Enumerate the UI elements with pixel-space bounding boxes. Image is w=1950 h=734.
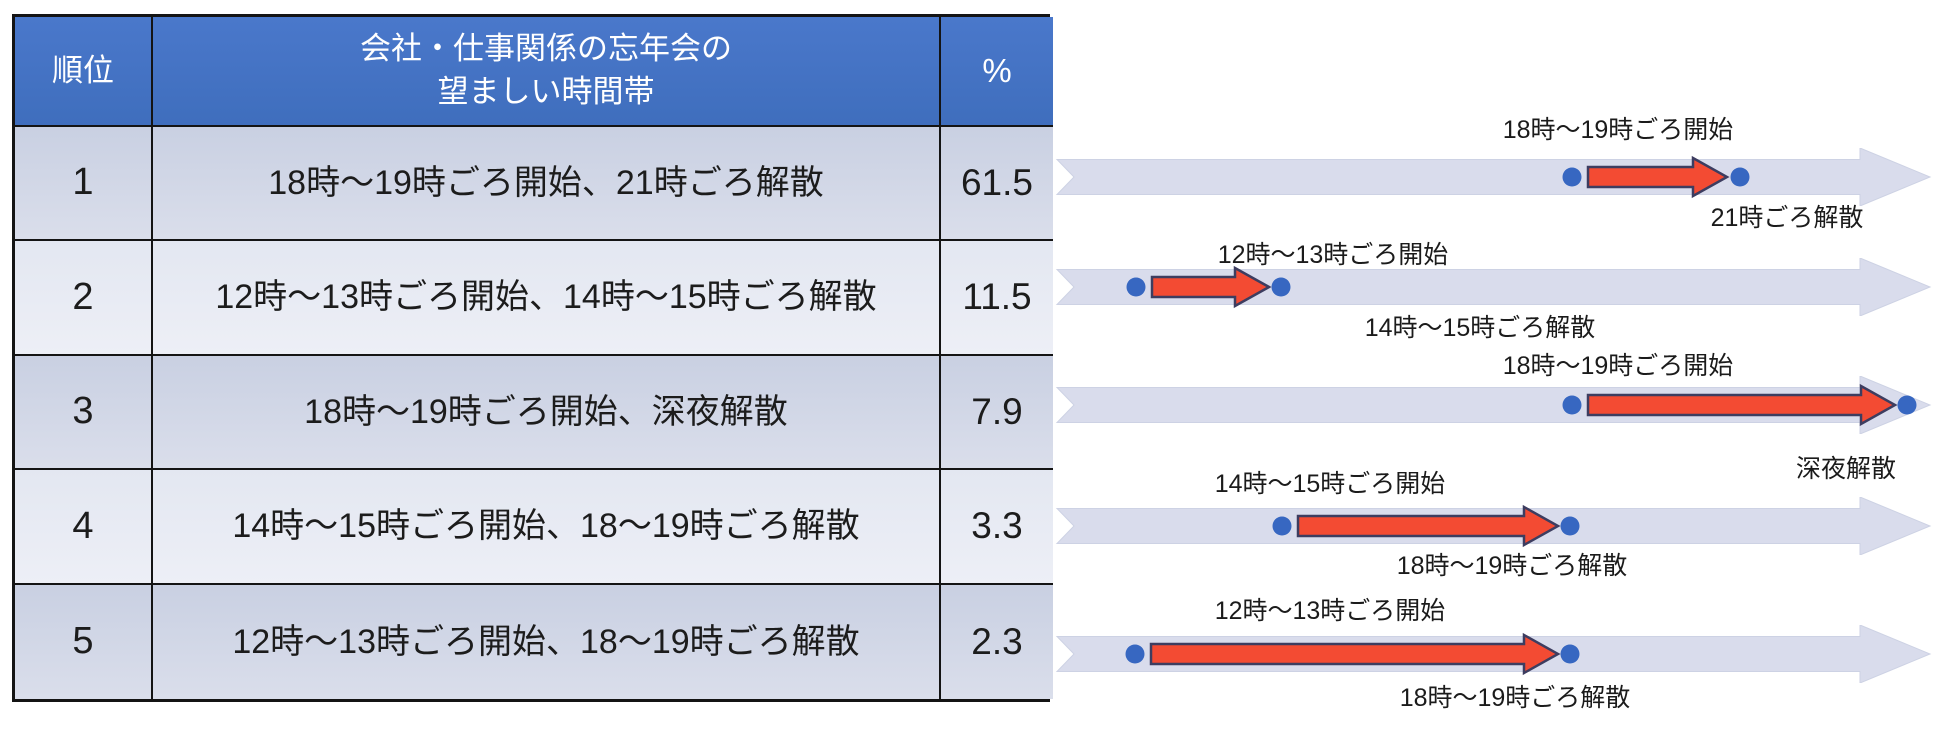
- header-timeslot-label: 会社・仕事関係の忘年会の 望ましい時間帯: [360, 30, 732, 112]
- timeline-5-graphic: [1055, 625, 1932, 683]
- timeline-1-start-label: 18時〜19時ごろ開始: [1502, 116, 1734, 144]
- timeline-4: [1050, 497, 1940, 555]
- start-marker-dot: [1272, 516, 1292, 536]
- timeline-3-start-label: 18時〜19時ごろ開始: [1502, 352, 1734, 380]
- header-cell-timeslot: 会社・仕事関係の忘年会の 望ましい時間帯: [153, 17, 941, 127]
- table-row-1-rank: 1: [15, 127, 153, 242]
- timeline-1: [1050, 148, 1940, 206]
- end-marker-dot: [1560, 516, 1580, 536]
- ranking-table: 順位 会社・仕事関係の忘年会の 望ましい時間帯 % 1 18時〜19時ごろ開始、…: [12, 14, 1053, 702]
- end-marker-dot: [1560, 644, 1580, 664]
- timeline-3-graphic: [1055, 376, 1932, 434]
- timeline-axis-arrow: [1055, 376, 1932, 434]
- timeline-1-graphic: [1055, 148, 1932, 206]
- table-row-2-rank: 2: [15, 241, 153, 356]
- header-rank-label: 順位: [52, 52, 114, 88]
- start-marker-dot: [1562, 167, 1582, 187]
- duration-arrow: [1586, 155, 1730, 199]
- table-row-3-percent: 7.9: [941, 355, 1053, 471]
- start-marker-dot: [1125, 644, 1145, 664]
- timeline-1-end-label: 21時ごろ解散: [1710, 204, 1864, 232]
- end-marker-dot: [1271, 277, 1291, 297]
- table-row-5-rank: 5: [15, 584, 153, 699]
- timeline-3: [1050, 376, 1940, 434]
- duration-arrow: [1150, 265, 1272, 309]
- header-cell-rank: 順位: [15, 17, 153, 127]
- table-row-3-rank: 3: [15, 355, 153, 471]
- header-percent-label: %: [982, 52, 1012, 90]
- table-row-1-timeslot: 18時〜19時ごろ開始、21時ごろ解散: [153, 127, 941, 242]
- timeline-axis-arrow: [1055, 258, 1932, 316]
- timeline-4-start-label: 14時〜15時ごろ開始: [1214, 470, 1446, 498]
- timeline-4-end-label: 18時〜19時ごろ解散: [1396, 552, 1628, 580]
- header-cell-percent: %: [941, 17, 1053, 127]
- timeline-2-graphic: [1055, 258, 1932, 316]
- timeline-5-start-label: 12時〜13時ごろ開始: [1214, 597, 1446, 625]
- start-marker-dot: [1562, 395, 1582, 415]
- table-row-5-percent: 2.3: [941, 584, 1053, 699]
- table-row-1-percent: 61.5: [941, 127, 1053, 242]
- header-timeslot-line2: 望ましい時間帯: [437, 74, 655, 109]
- table-row-4-percent: 3.3: [941, 470, 1053, 585]
- table-row-4-timeslot: 14時〜15時ごろ開始、18〜19時ごろ解散: [153, 470, 941, 585]
- table-row-5-timeslot: 12時〜13時ごろ開始、18〜19時ごろ解散: [153, 584, 941, 699]
- timeline-5-end-label: 18時〜19時ごろ解散: [1399, 684, 1631, 712]
- table-row-2-percent: 11.5: [941, 241, 1053, 356]
- duration-arrow: [1149, 632, 1561, 676]
- header-timeslot-line1: 会社・仕事関係の忘年会の: [360, 31, 732, 67]
- end-marker-dot: [1897, 395, 1917, 415]
- duration-arrow: [1586, 383, 1898, 427]
- timeline-2: [1050, 258, 1940, 316]
- timeline-2-start-label: 12時〜13時ごろ開始: [1217, 241, 1449, 269]
- timeline-5: [1050, 625, 1940, 683]
- end-marker-dot: [1730, 167, 1750, 187]
- timeline-4-graphic: [1055, 497, 1932, 555]
- table-row-3-timeslot: 18時〜19時ごろ開始、深夜解散: [153, 355, 941, 471]
- start-marker-dot: [1126, 277, 1146, 297]
- timeline-3-end-label: 深夜解散: [1795, 455, 1897, 483]
- table-row-2-timeslot: 12時〜13時ごろ開始、14時〜15時ごろ解散: [153, 241, 941, 356]
- duration-arrow: [1296, 504, 1561, 548]
- table-row-4-rank: 4: [15, 470, 153, 585]
- timeline-axis-arrow: [1055, 148, 1932, 206]
- timeline-2-end-label: 14時〜15時ごろ解散: [1364, 314, 1596, 342]
